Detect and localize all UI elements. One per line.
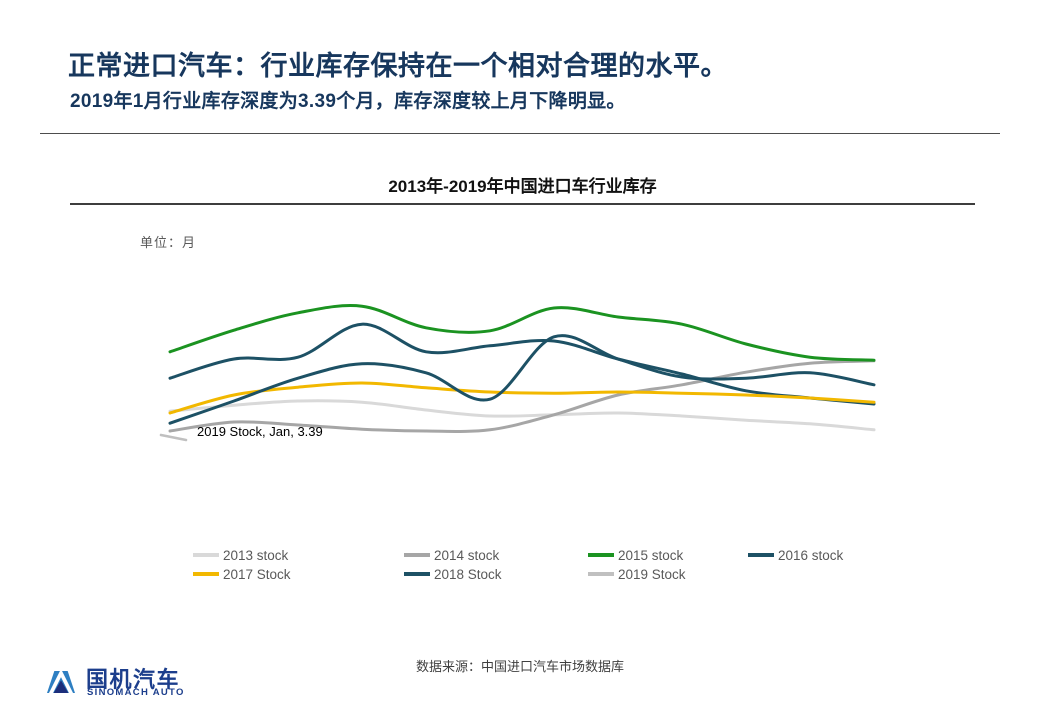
legend-swatch (193, 553, 219, 557)
legend-label: 2015 stock (618, 547, 684, 563)
legend-item-2019-stock: 2019 Stock (588, 565, 686, 583)
top-divider (40, 133, 1000, 134)
page-subtitle: 2019年1月行业库存深度为3.39个月，库存深度较上月下降明显。 (70, 91, 626, 112)
legend-swatch (748, 553, 774, 557)
logo-name-cn: 国机汽车 (86, 667, 181, 692)
source-text: 数据来源：中国进口汽车市场数据库 (415, 659, 624, 674)
series-line-2018-stock (168, 334, 876, 425)
logo-name-en: SINOMACH AUTO (87, 687, 185, 698)
page-title: 正常进口汽车：行业库存保持在一个相对合理的水平。 (68, 51, 728, 81)
legend-label: 2016 stock (778, 547, 844, 563)
legend-label: 2019 Stock (618, 566, 686, 582)
legend-swatch (404, 553, 430, 557)
chart-title-divider (70, 203, 975, 205)
series-line-2017-stock (168, 381, 876, 415)
legend-label: 2014 stock (434, 547, 500, 563)
legend-swatch (588, 572, 614, 576)
legend-swatch (588, 553, 614, 557)
unit-label: 单位：月 (140, 235, 197, 250)
legend-label: 2017 Stock (223, 566, 291, 582)
legend-item-2017-stock: 2017 Stock (193, 565, 291, 583)
legend-label: 2018 Stock (434, 566, 502, 582)
legend-swatch (193, 572, 219, 576)
legend-swatch (404, 572, 430, 576)
sinomach-logo-icon (47, 668, 75, 696)
logo-dark-triangle (53, 680, 69, 693)
legend-item-2016-stock: 2016 stock (748, 546, 843, 564)
logo-white-chevron (48, 668, 74, 696)
legend-item-2015-stock: 2015 stock (588, 546, 683, 564)
series-line-2014-stock (168, 359, 876, 433)
legend-label: 2013 stock (223, 547, 289, 563)
series-line-2016-stock (168, 322, 876, 406)
chart-title: 2013年-2019年中国进口车行业库存 (388, 177, 657, 196)
series-line-2015-stock (168, 304, 876, 362)
legend-item-2018-stock: 2018 Stock (404, 565, 502, 583)
legend-item-2014-stock: 2014 stock (404, 546, 499, 564)
data-label-2019-jan: 2019 Stock, Jan, 3.39 (197, 424, 323, 439)
series-line-2019-stock (159, 433, 188, 442)
legend-item-2013-stock: 2013 stock (193, 546, 288, 564)
